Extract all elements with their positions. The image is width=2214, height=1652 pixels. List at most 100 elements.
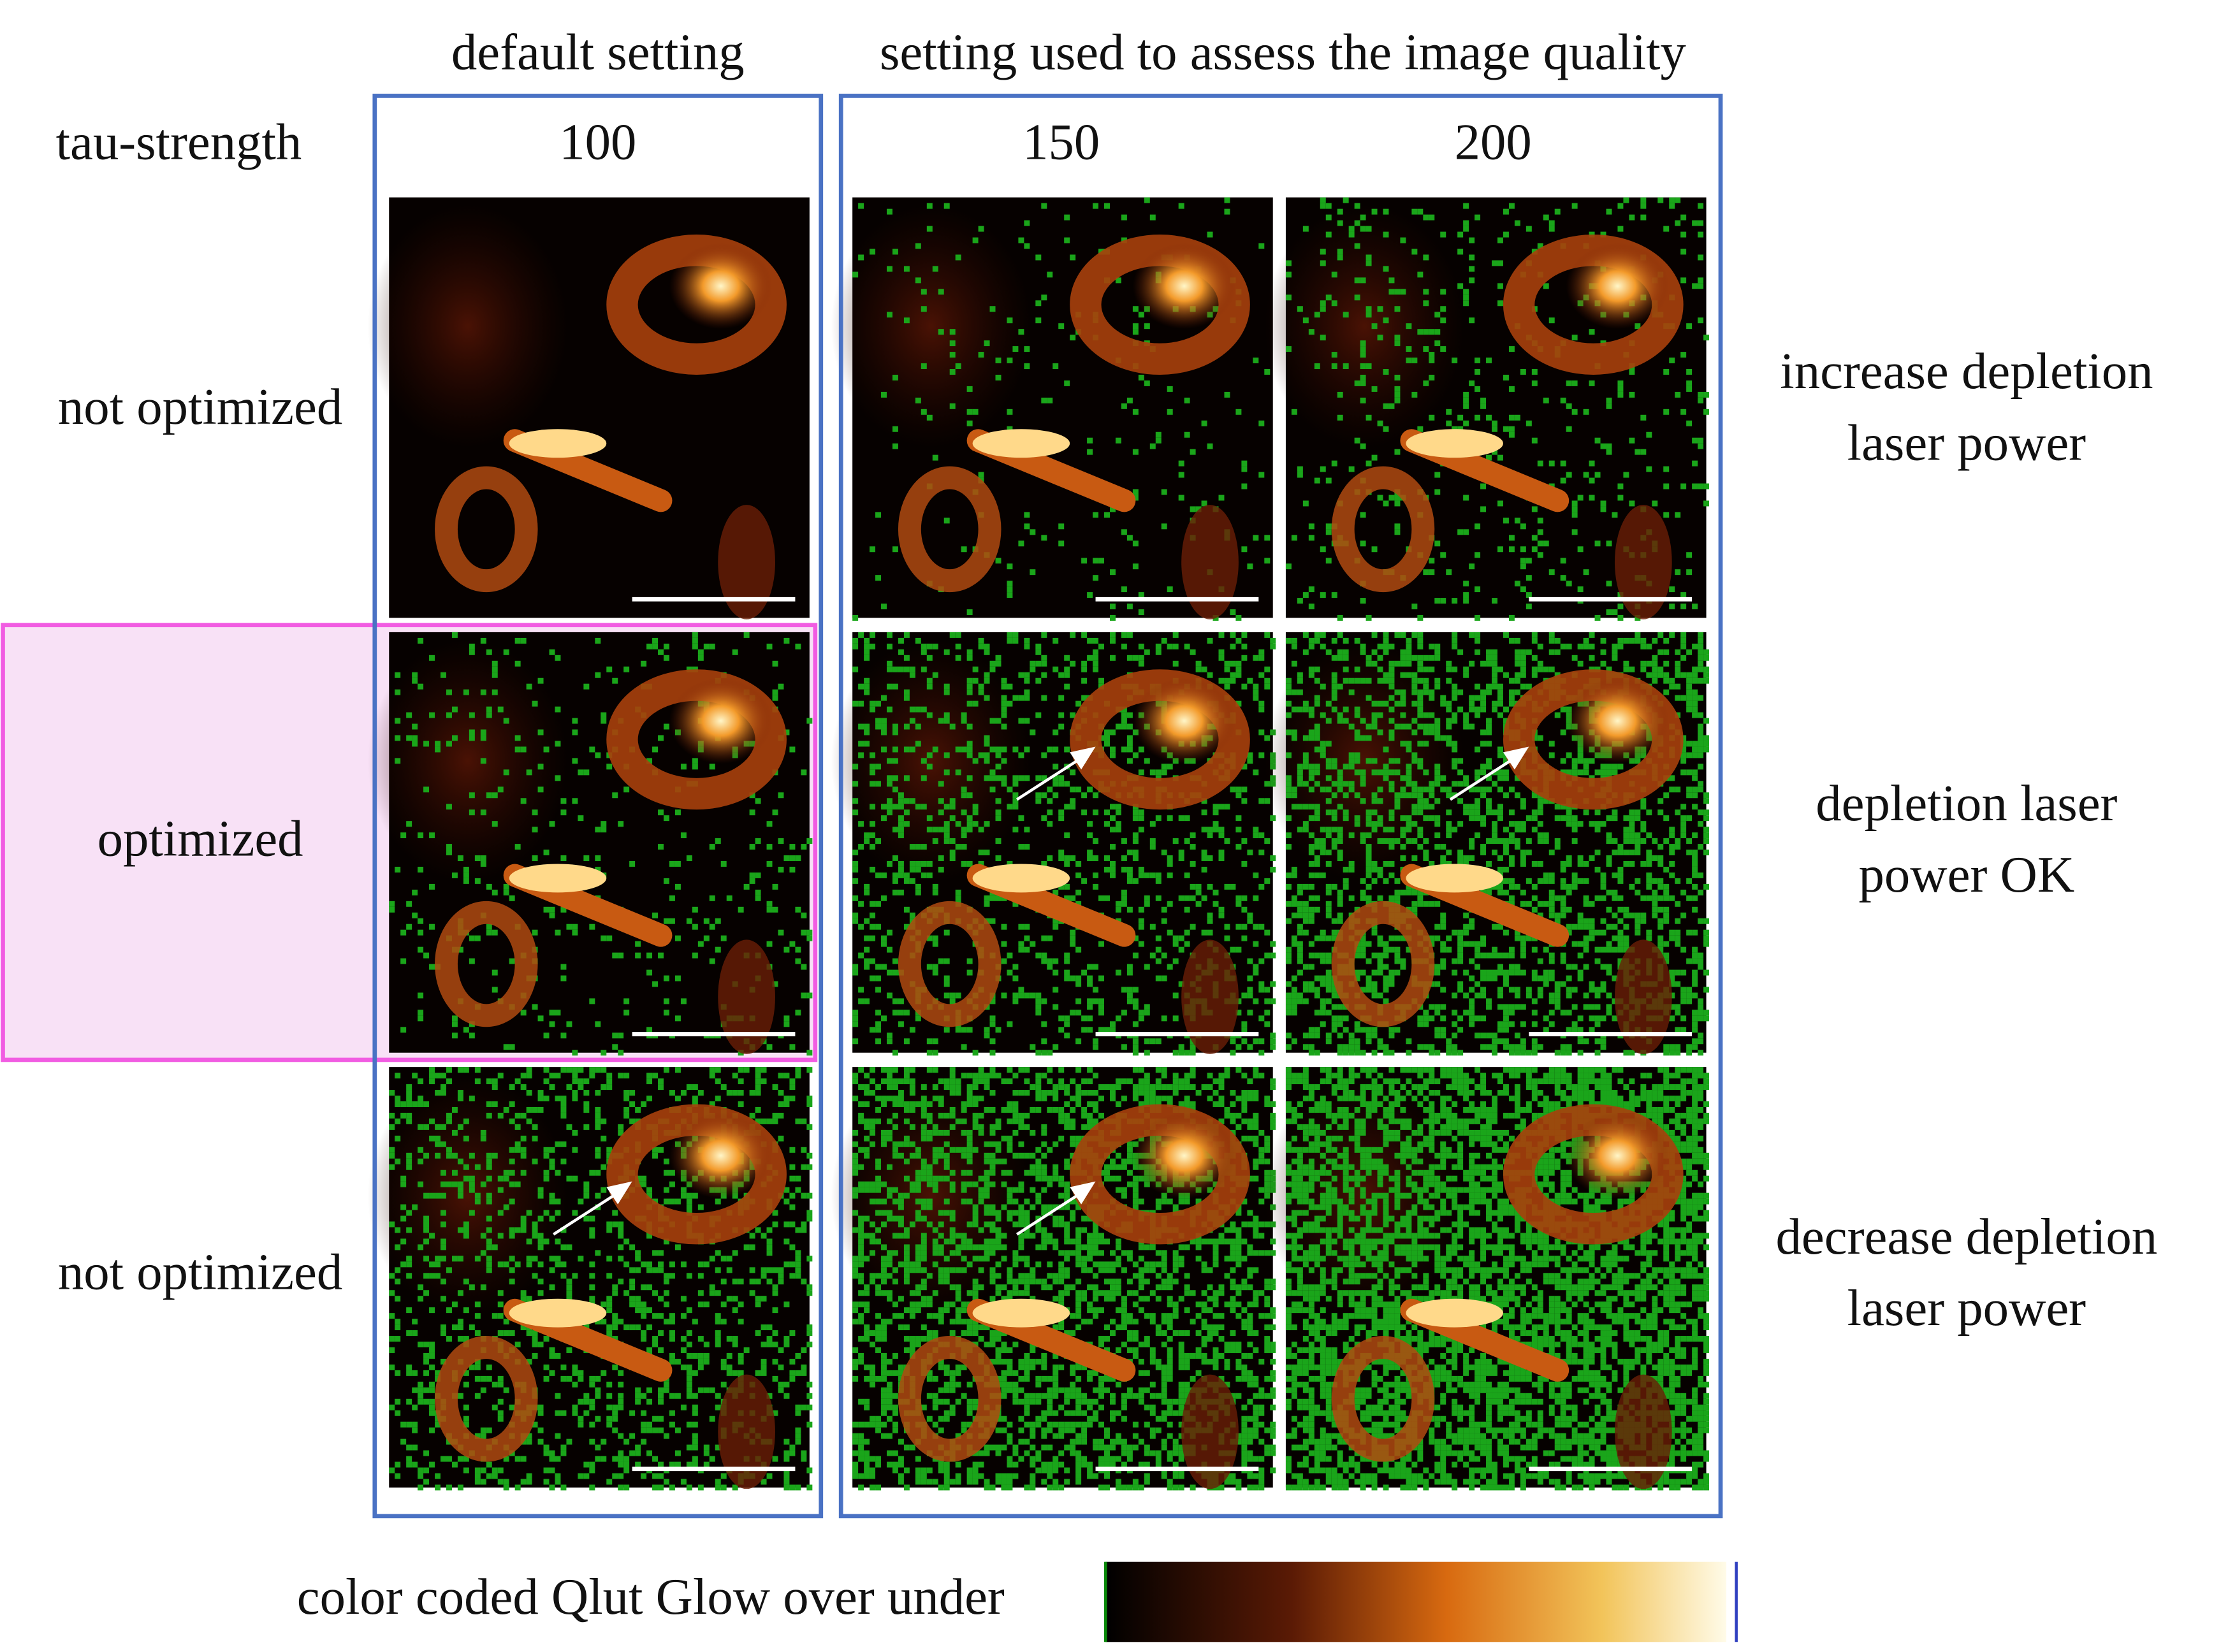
green-pixel [989, 769, 996, 776]
green-pixel [1600, 231, 1606, 238]
green-pixel [1126, 964, 1133, 970]
green-pixel [1302, 804, 1309, 810]
green-pixel [795, 1118, 801, 1124]
green-pixel [1680, 632, 1687, 638]
green-pixel [1314, 723, 1320, 730]
green-pixel [1377, 700, 1383, 707]
green-pixel [806, 1164, 813, 1170]
green-pixel [1024, 220, 1030, 226]
green-pixel [435, 1090, 441, 1096]
green-pixel [623, 1106, 630, 1113]
green-pixel [1081, 666, 1088, 672]
green-pixel [1583, 1038, 1589, 1045]
green-pixel [864, 832, 870, 839]
green-pixel [1001, 723, 1007, 730]
streak-core [509, 429, 607, 458]
green-pixel [1554, 838, 1561, 844]
green-pixel [1064, 746, 1070, 753]
green-pixel [1594, 1038, 1601, 1045]
green-pixel [1589, 1004, 1595, 1010]
green-pixel [1652, 637, 1658, 644]
green-pixel [1548, 1021, 1555, 1027]
green-pixel [457, 855, 463, 861]
green-pixel [1285, 775, 1292, 781]
green-pixel [1314, 1010, 1320, 1016]
green-pixel [1285, 700, 1292, 707]
green-pixel [1629, 500, 1635, 507]
green-pixel [1646, 850, 1652, 856]
green-pixel [1314, 838, 1320, 844]
green-pixel [1669, 683, 1675, 690]
green-pixel [1554, 998, 1561, 1004]
green-pixel [1075, 786, 1082, 793]
green-pixel [1503, 929, 1509, 936]
green-pixel [1371, 758, 1378, 764]
green-pixel [1230, 672, 1236, 678]
green-pixel [1360, 832, 1366, 839]
green-pixel [1291, 729, 1297, 735]
green-pixel [503, 718, 509, 724]
green-pixel [1285, 883, 1292, 890]
green-pixel [1388, 1050, 1395, 1056]
green-pixel [1446, 786, 1452, 793]
green-pixel [1001, 781, 1007, 787]
green-pixel [1566, 403, 1572, 409]
green-pixel [1531, 809, 1538, 816]
green-pixel [1115, 723, 1121, 730]
green-pixel [1429, 689, 1435, 695]
green-pixel [1612, 649, 1618, 655]
green-pixel [1463, 809, 1469, 816]
green-pixel [1383, 838, 1389, 844]
green-pixel [938, 827, 944, 833]
green-pixel [1617, 866, 1624, 873]
green-pixel [1434, 649, 1441, 655]
green-pixel [1548, 998, 1555, 1004]
green-pixel [1314, 746, 1320, 753]
green-pixel [1583, 643, 1589, 649]
green-pixel [1520, 546, 1526, 553]
green-pixel [1104, 855, 1110, 861]
green-pixel [1680, 1015, 1687, 1022]
green-pixel [1325, 700, 1332, 707]
green-pixel [1024, 243, 1030, 249]
green-pixel [1308, 906, 1315, 913]
green-pixel [1571, 838, 1578, 844]
green-pixel [1508, 431, 1515, 438]
green-pixel [1475, 368, 1481, 375]
green-pixel [1161, 975, 1167, 982]
green-pixel [1680, 741, 1687, 747]
green-pixel [1064, 952, 1070, 959]
green-pixel [1058, 1027, 1065, 1033]
green-pixel [1508, 855, 1515, 861]
green-pixel [583, 683, 590, 690]
green-pixel [418, 1015, 424, 1022]
green-pixel [932, 941, 938, 947]
green-pixel [1492, 426, 1497, 432]
green-pixel [1360, 649, 1366, 655]
green-pixel [1348, 752, 1355, 758]
green-pixel [1098, 1010, 1105, 1016]
green-pixel [778, 866, 784, 873]
green-pixel [1394, 374, 1401, 380]
green-pixel [1492, 924, 1497, 930]
green-pixel [1640, 637, 1647, 644]
green-pixel [1258, 850, 1265, 856]
green-pixel [612, 1044, 618, 1050]
green-pixel [1686, 987, 1693, 993]
green-pixel [1371, 929, 1378, 936]
green-pixel [1537, 992, 1543, 999]
green-pixel [1423, 786, 1429, 793]
green-pixel [1606, 208, 1612, 215]
green-pixel [1030, 529, 1036, 535]
green-pixel [766, 860, 773, 867]
green-pixel [1692, 483, 1698, 489]
bright-spot [1132, 243, 1236, 330]
green-pixel [1394, 500, 1401, 507]
green-pixel [1612, 850, 1618, 856]
green-pixel [1331, 460, 1337, 467]
green-pixel [1577, 586, 1584, 593]
green-pixel [1663, 792, 1670, 799]
green-pixel [1109, 637, 1116, 644]
green-pixel [1480, 815, 1487, 822]
green-pixel [949, 368, 956, 375]
